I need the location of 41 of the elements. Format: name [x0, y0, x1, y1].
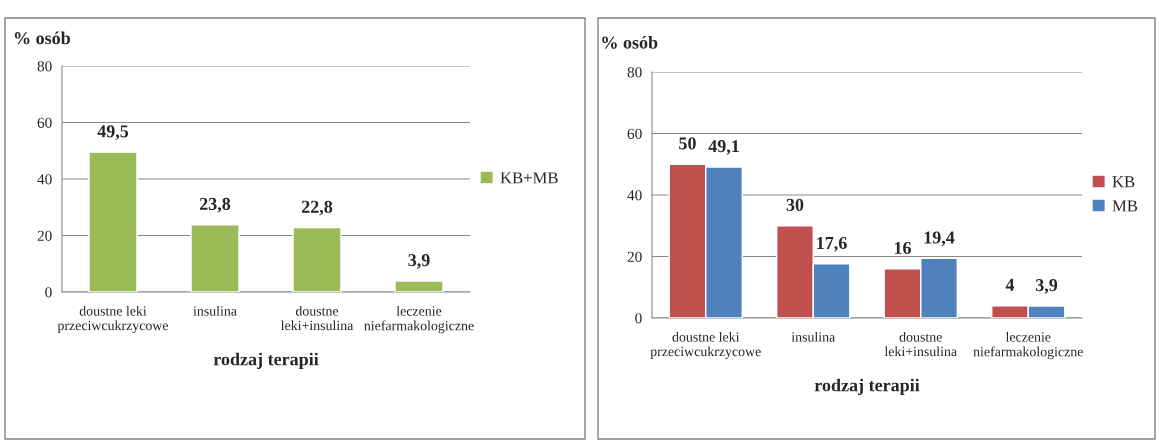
- y-tick-label: 20: [627, 251, 642, 262]
- x-tick-label: doustne leki+insulina: [884, 331, 957, 357]
- data-label: 17,6: [817, 236, 847, 252]
- y-tick-label: 80: [627, 67, 642, 78]
- data-label: 4: [1005, 278, 1015, 291]
- x-tick-label: doustne leki+insulina: [280, 305, 354, 331]
- y-tick-label: 60: [37, 117, 52, 128]
- bar: [88, 151, 138, 292]
- data-label: 49,5: [97, 125, 129, 140]
- y-tick-label: 40: [627, 190, 642, 201]
- data-label: 30: [786, 198, 804, 211]
- data-label: 19,4: [924, 231, 955, 247]
- data-label: 16: [894, 241, 911, 255]
- x-tick-label: insulina: [193, 305, 237, 316]
- data-label: 49,1: [708, 140, 739, 155]
- x-tick-label: insulina: [791, 331, 836, 342]
- legend-label: KB: [1112, 176, 1135, 188]
- x-tick-label: doustne leki przeciwcukrzycowe: [650, 331, 761, 360]
- y-tick-label: 60: [627, 128, 642, 139]
- y-tick-label: 40: [37, 174, 52, 185]
- data-label: 50: [679, 137, 696, 150]
- bar: [292, 226, 342, 292]
- y-axis-title: % osób: [602, 35, 658, 49]
- x-axis-title: rodzaj terapii: [213, 352, 319, 370]
- bar: [190, 224, 240, 292]
- legend-label: MB: [1112, 200, 1138, 212]
- x-tick-label: leczenie niefarmakologiczne: [364, 305, 474, 334]
- y-tick-label: 0: [635, 313, 642, 324]
- x-tick-label: doustne leki przeciwcukrzycowe: [57, 305, 169, 334]
- x-axis-title: rodzaj terapii: [814, 378, 920, 396]
- y-tick-label: 80: [37, 61, 52, 72]
- data-label: 23,8: [199, 197, 231, 213]
- legend-label: KB+MB: [500, 172, 558, 184]
- y-axis-title: % osób: [14, 31, 70, 45]
- x-tick-label: leczenie niefarmakologiczne: [973, 331, 1083, 360]
- y-tick-label: 0: [45, 287, 52, 298]
- y-tick-label: 20: [37, 230, 52, 241]
- bar: [394, 280, 444, 292]
- data-label: 3,9: [1035, 279, 1058, 294]
- data-label: 22,8: [301, 200, 333, 216]
- data-label: 3,9: [408, 254, 430, 269]
